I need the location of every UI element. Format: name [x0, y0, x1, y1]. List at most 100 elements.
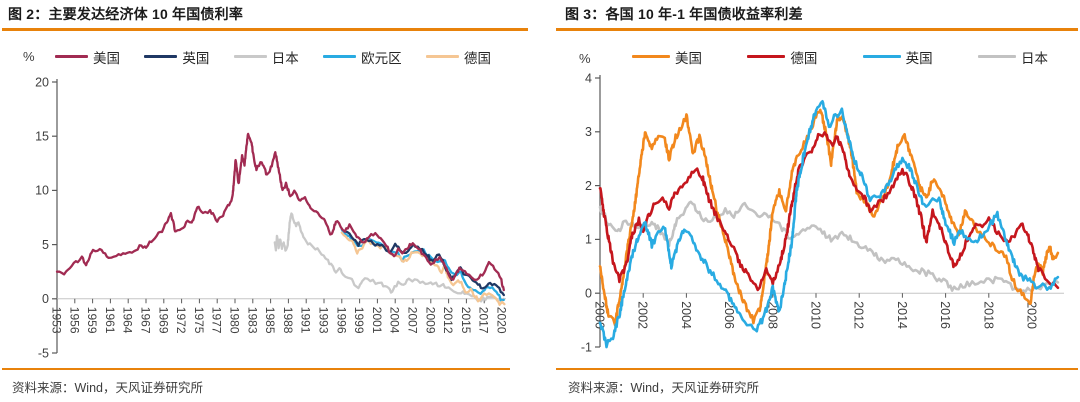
y-tick-label: -1 [581, 340, 592, 354]
x-tick-label: 2002 [636, 301, 650, 329]
y-tick-label: 1 [585, 233, 592, 247]
legend-item-英国: 英国 [862, 47, 933, 67]
legend-item-日本: 日本 [233, 47, 299, 67]
series-line-英国 [343, 230, 505, 297]
x-tick-label: 1996 [334, 307, 348, 334]
legend-swatch [747, 54, 786, 59]
x-tick-label: 2020 [495, 307, 509, 334]
y-tick-label: -5 [38, 346, 49, 360]
x-tick-label: 2012 [441, 307, 455, 334]
series-line-美国 [598, 108, 1060, 327]
legend-label: 英国 [182, 50, 210, 66]
x-tick-label: 1964 [121, 307, 135, 334]
x-tick-label: 1980 [228, 307, 242, 334]
figure3-unit-label: % [579, 51, 591, 66]
x-tick-label: 1985 [263, 307, 277, 334]
x-tick-label: 2018 [981, 301, 995, 329]
figure2-panel: 图 2：主要发达经济体 10 年国债利率 % 美国 英国 日本 欧元区 德国 20 15 1… [2, 6, 528, 395]
x-tick-label: 2009 [423, 307, 437, 334]
x-tick-label: 2007 [406, 307, 420, 334]
x-tick-label: 1956 [67, 307, 81, 334]
legend-item-德国: 德国 [747, 47, 817, 67]
figure3-panel: 图 3：各国 10 年-1 年国债收益率利差 % 美国 德国 英国 日本 4 3 2 1 0 -… [540, 0, 1080, 402]
legend-item-美国: 美国 [55, 47, 120, 67]
figure2-legend: 美国 英国 日本 欧元区 德国 [55, 47, 491, 67]
figure3-title-rule [556, 28, 1078, 31]
x-tick-label: 2015 [459, 307, 473, 334]
figure2-source: 资料来源：Wind，天风证券研究所 [12, 381, 203, 395]
x-tick-label: 2020 [1025, 301, 1039, 329]
series-group [55, 132, 506, 306]
legend-label: 德国 [464, 50, 491, 66]
legend-label: 日本 [1020, 50, 1048, 66]
y-tick-label: 5 [42, 238, 49, 252]
x-tick-label: 2004 [679, 301, 693, 329]
y-tick-label: 3 [585, 125, 592, 139]
x-tick-label: 1983 [245, 307, 259, 334]
legend-item-日本: 日本 [977, 47, 1048, 67]
x-tick-label: 1977 [210, 307, 224, 334]
series-line-美国 [55, 132, 505, 292]
x-tick-label: 1959 [85, 307, 99, 334]
y-tick-label: 15 [35, 130, 49, 144]
legend-label: 英国 [905, 50, 933, 66]
figure2-title-rule [2, 28, 528, 31]
x-tick-label: 1999 [352, 307, 366, 334]
y-tick-label: 0 [585, 287, 592, 301]
x-tick-label: 2004 [388, 307, 402, 334]
legend-label: 美国 [675, 50, 702, 66]
legend-item-英国: 英国 [144, 47, 209, 67]
x-tick-label: 1953 [50, 307, 64, 334]
series-line-德国 [598, 131, 1060, 292]
x-tick-label: 1972 [174, 307, 188, 334]
legend-swatch [632, 54, 670, 59]
legend-swatch [233, 54, 267, 59]
legend-swatch [323, 54, 357, 59]
y-tick-label: 4 [585, 71, 592, 85]
figure2-footer-rule [2, 368, 510, 370]
figure2-title: 图 2：主要发达经济体 10 年国债利率 [8, 6, 244, 22]
legend-item-欧元区: 欧元区 [323, 47, 402, 67]
legend-swatch [144, 54, 178, 59]
x-tick-label: 2017 [477, 307, 491, 334]
y-tick-label: 0 [42, 292, 49, 306]
x-tick-label: 2008 [765, 301, 779, 329]
series-line-日本 [598, 200, 1060, 294]
x-tick-label: 1969 [156, 307, 170, 334]
x-tick-label: 2001 [370, 307, 384, 334]
x-tick-label: 2014 [895, 301, 909, 329]
x-tick-label: 1991 [299, 307, 313, 334]
x-tick-label: 2010 [809, 301, 823, 329]
x-tick-label: 1961 [103, 307, 117, 334]
y-tick-label: 20 [35, 75, 49, 89]
x-tick-label: 1967 [139, 307, 153, 334]
legend-swatch [977, 54, 1016, 59]
x-tick-label: 1975 [192, 307, 206, 334]
legend-label: 欧元区 [361, 50, 402, 66]
legend-label: 美国 [93, 50, 120, 66]
y-tick-label: 2 [585, 179, 592, 193]
figure3-footer-rule [556, 368, 1078, 370]
y-tick-label: 10 [35, 184, 49, 198]
legend-item-德国: 德国 [426, 47, 491, 67]
legend-swatch [862, 54, 901, 59]
legend-swatch [55, 54, 88, 59]
x-tick-label: 1993 [317, 307, 331, 334]
x-tick-label: 1988 [281, 307, 295, 334]
series-line-日本 [273, 212, 505, 303]
x-tick-label: 2012 [852, 301, 866, 329]
legend-item-美国: 美国 [632, 47, 702, 67]
legend-label: 日本 [271, 50, 299, 66]
series-line-英国 [598, 100, 1060, 349]
figure3-legend: 美国 德国 英国 日本 [632, 47, 1048, 67]
x-tick-label: 2016 [938, 301, 952, 329]
x-tick-label: 2000 [593, 301, 607, 329]
legend-label: 德国 [790, 50, 818, 66]
series-group [598, 100, 1060, 349]
legend-swatch [426, 54, 459, 59]
figure3-title: 图 3：各国 10 年-1 年国债收益率利差 [565, 6, 803, 22]
